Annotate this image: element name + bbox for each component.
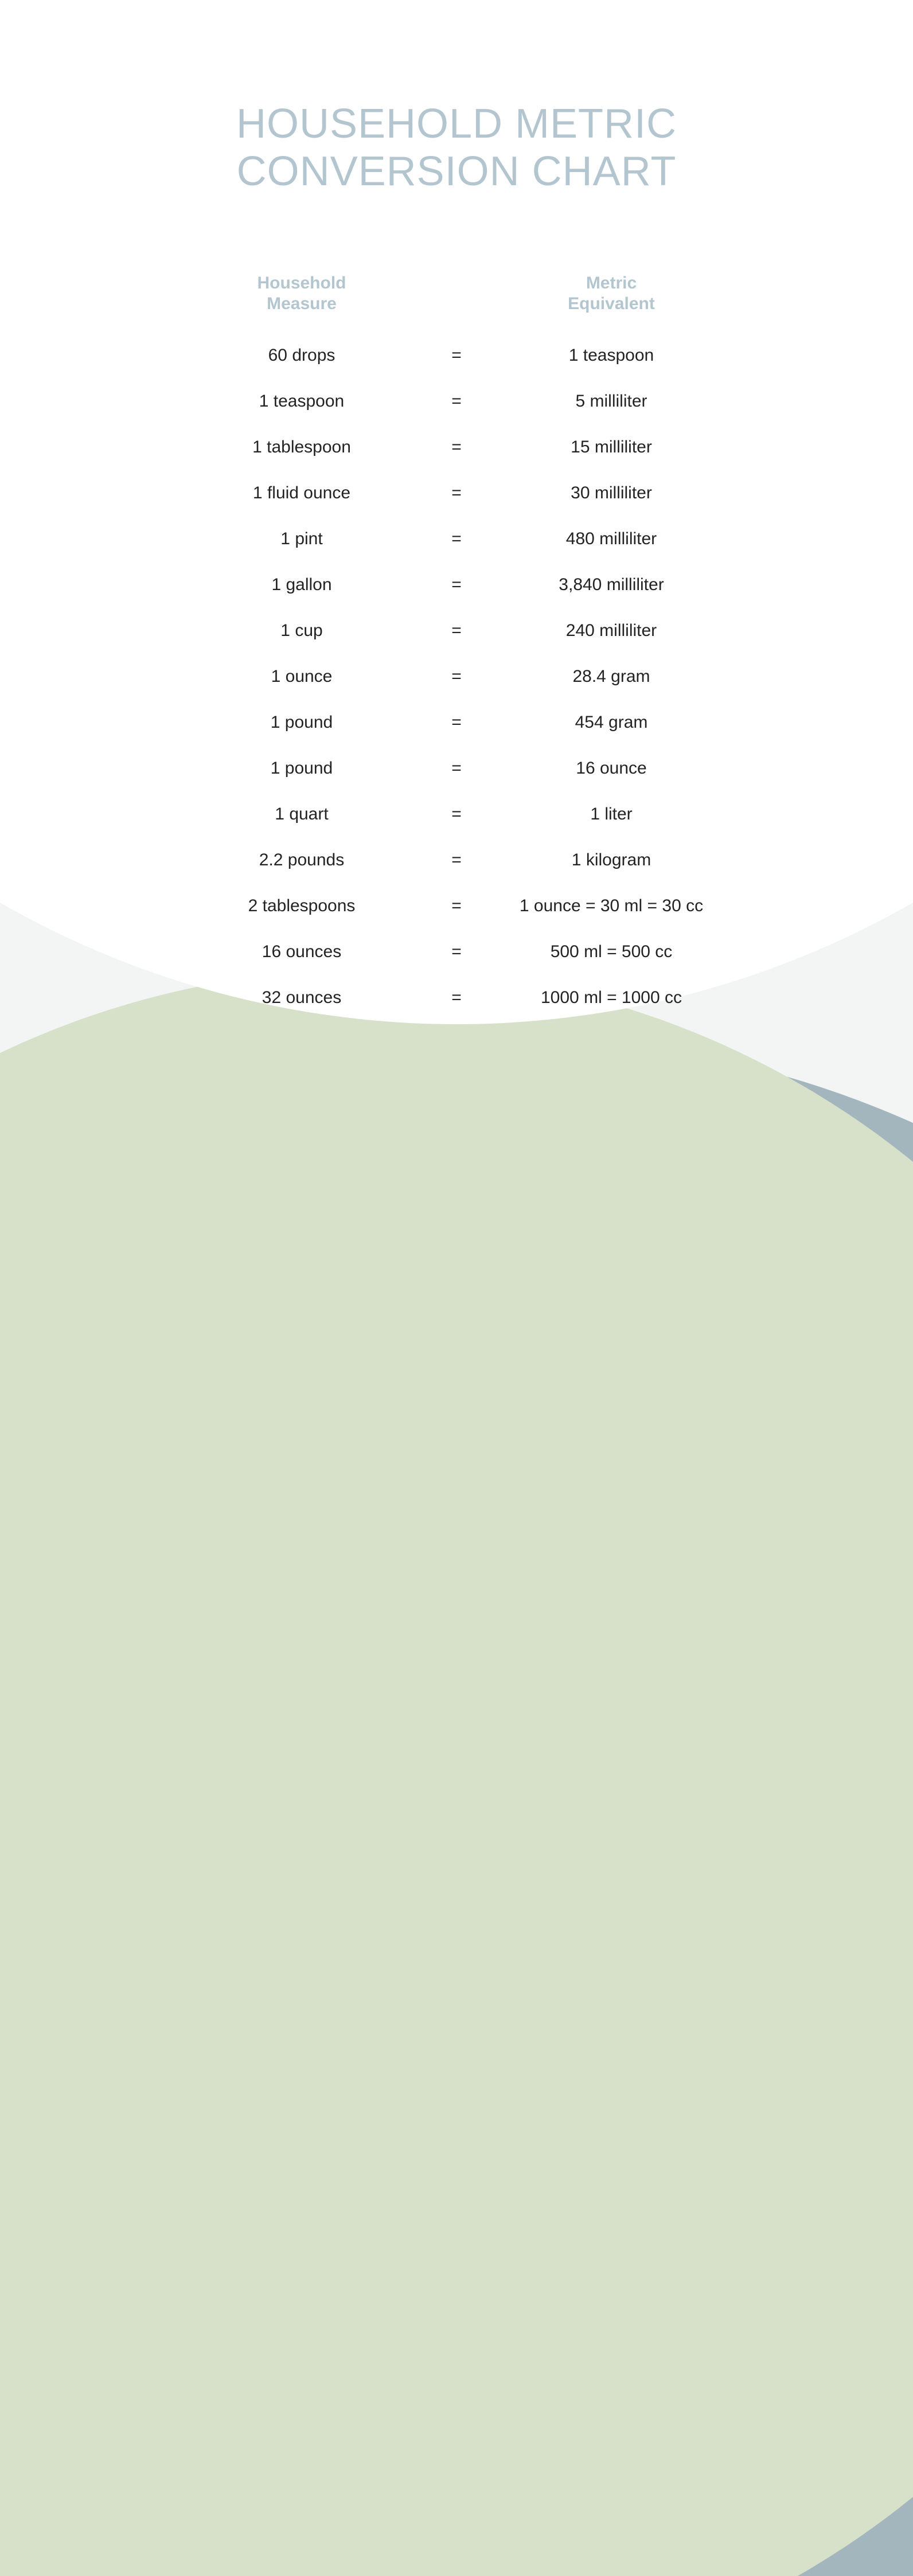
equals-sign: = — [434, 805, 479, 824]
household-measure-cell: 1 teaspoon — [170, 392, 434, 411]
column-header-spacer — [434, 273, 479, 314]
metric-equivalent-cell: 5 milliliter — [479, 392, 743, 411]
equals-sign: = — [434, 896, 479, 916]
household-measure-cell: 1 gallon — [170, 575, 434, 595]
table-header-row: Household Measure Metric Equivalent — [170, 273, 743, 314]
content-area: HOUSEHOLD METRIC CONVERSION CHART Househ… — [0, 0, 913, 1008]
equals-sign: = — [434, 713, 479, 732]
table-row: 1 quart=1 liter — [170, 805, 743, 824]
table-row: 1 pound=16 ounce — [170, 759, 743, 778]
table-row: 1 gallon=3,840 milliliter — [170, 575, 743, 595]
column-header-metric: Metric Equivalent — [479, 273, 743, 314]
equals-sign: = — [434, 529, 479, 549]
household-measure-cell: 60 drops — [170, 346, 434, 365]
metric-equivalent-cell: 1 teaspoon — [479, 346, 743, 365]
table-row: 1 cup=240 milliliter — [170, 621, 743, 641]
equals-sign: = — [434, 942, 479, 962]
household-measure-cell: 32 ounces — [170, 988, 434, 1008]
household-measure-cell: 2 tablespoons — [170, 896, 434, 916]
header-metric-line2: Equivalent — [568, 294, 655, 313]
household-measure-cell: 1 quart — [170, 805, 434, 824]
household-measure-cell: 1 fluid ounce — [170, 483, 434, 503]
metric-equivalent-cell: 30 milliliter — [479, 483, 743, 503]
equals-sign: = — [434, 850, 479, 870]
table-row: 60 drops=1 teaspoon — [170, 346, 743, 365]
equals-sign: = — [434, 392, 479, 411]
title-line-1: HOUSEHOLD METRIC — [236, 101, 677, 147]
metric-equivalent-cell: 1 ounce = 30 ml = 30 cc — [479, 896, 743, 916]
table-row: 32 ounces=1000 ml = 1000 cc — [170, 988, 743, 1008]
equals-sign: = — [434, 759, 479, 778]
metric-equivalent-cell: 15 milliliter — [479, 438, 743, 457]
equals-sign: = — [434, 667, 479, 686]
equals-sign: = — [434, 483, 479, 503]
equals-sign: = — [434, 575, 479, 595]
metric-equivalent-cell: 28.4 gram — [479, 667, 743, 686]
metric-equivalent-cell: 1000 ml = 1000 cc — [479, 988, 743, 1008]
conversion-table: Household Measure Metric Equivalent 60 d… — [170, 273, 743, 1008]
household-measure-cell: 1 pound — [170, 759, 434, 778]
table-row: 16 ounces=500 ml = 500 cc — [170, 942, 743, 962]
household-measure-cell: 1 pound — [170, 713, 434, 732]
table-row: 1 tablespoon=15 milliliter — [170, 438, 743, 457]
metric-equivalent-cell: 480 milliliter — [479, 529, 743, 549]
table-row: 2 tablespoons=1 ounce = 30 ml = 30 cc — [170, 896, 743, 916]
metric-equivalent-cell: 500 ml = 500 cc — [479, 942, 743, 962]
header-metric-line1: Metric — [586, 274, 637, 292]
household-measure-cell: 1 tablespoon — [170, 438, 434, 457]
equals-sign: = — [434, 346, 479, 365]
metric-equivalent-cell: 3,840 milliliter — [479, 575, 743, 595]
equals-sign: = — [434, 438, 479, 457]
table-body: 60 drops=1 teaspoon1 teaspoon=5 millilit… — [170, 346, 743, 1008]
metric-equivalent-cell: 16 ounce — [479, 759, 743, 778]
page-title: HOUSEHOLD METRIC CONVERSION CHART — [0, 100, 913, 196]
household-measure-cell: 16 ounces — [170, 942, 434, 962]
table-row: 1 ounce=28.4 gram — [170, 667, 743, 686]
background-arc-green — [0, 969, 913, 2576]
title-line-2: CONVERSION CHART — [237, 149, 677, 194]
metric-equivalent-cell: 1 liter — [479, 805, 743, 824]
table-row: 1 teaspoon=5 milliliter — [170, 392, 743, 411]
household-measure-cell: 1 cup — [170, 621, 434, 641]
metric-equivalent-cell: 1 kilogram — [479, 850, 743, 870]
metric-equivalent-cell: 240 milliliter — [479, 621, 743, 641]
equals-sign: = — [434, 988, 479, 1008]
header-household-line1: Household — [257, 274, 346, 292]
household-measure-cell: 1 ounce — [170, 667, 434, 686]
column-header-household: Household Measure — [170, 273, 434, 314]
table-row: 1 pint=480 milliliter — [170, 529, 743, 549]
equals-sign: = — [434, 621, 479, 641]
table-row: 2.2 pounds=1 kilogram — [170, 850, 743, 870]
table-row: 1 fluid ounce=30 milliliter — [170, 483, 743, 503]
household-measure-cell: 1 pint — [170, 529, 434, 549]
household-measure-cell: 2.2 pounds — [170, 850, 434, 870]
header-household-line2: Measure — [267, 294, 337, 313]
table-row: 1 pound=454 gram — [170, 713, 743, 732]
metric-equivalent-cell: 454 gram — [479, 713, 743, 732]
